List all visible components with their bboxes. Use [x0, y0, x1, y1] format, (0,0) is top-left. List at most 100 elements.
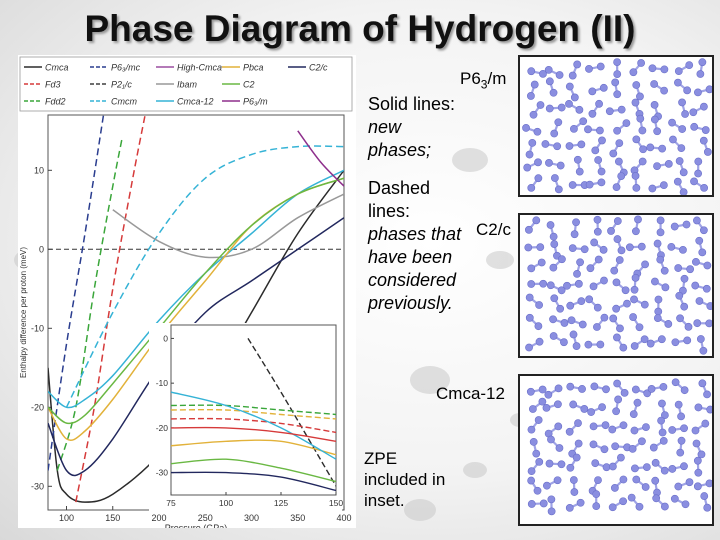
- molecule-atom: [527, 280, 536, 288]
- legend-label-fdd2: Fdd2: [45, 97, 66, 107]
- molecule-atom: [630, 342, 639, 350]
- molecule-atom: [674, 400, 683, 409]
- molecule-atom: [568, 71, 577, 80]
- molecule-atom: [633, 398, 642, 407]
- molecule-atom: [628, 444, 637, 453]
- h2-molecule: [591, 459, 611, 472]
- molecule-atom: [646, 143, 655, 152]
- molecule-atom: [578, 385, 586, 393]
- inset-series-line-cmca: [247, 338, 336, 487]
- series-line-cmcm: [65, 145, 344, 408]
- h2-molecule: [588, 83, 608, 96]
- legend-label-ibam: Ibam: [177, 80, 198, 90]
- inset-series-group: [171, 338, 336, 492]
- molecule-atom: [658, 399, 666, 408]
- molecule-atom: [659, 382, 668, 391]
- molecule-atom: [600, 445, 609, 454]
- molecule-atom: [636, 92, 644, 101]
- molecule-atom: [660, 86, 669, 95]
- molecule-atom: [617, 105, 626, 114]
- molecule-atom: [589, 440, 598, 449]
- molecule-atom: [694, 403, 703, 412]
- molecule-atom: [579, 117, 588, 126]
- h2-molecule: [653, 239, 665, 259]
- h2-molecule: [651, 458, 669, 475]
- h2-molecule: [527, 279, 548, 288]
- h2-molecule: [613, 58, 622, 78]
- h2-molecule: [691, 419, 710, 435]
- molecule-atom: [693, 482, 702, 491]
- molecule-atom: [641, 260, 649, 269]
- molecule-atom: [573, 155, 582, 164]
- h2-molecule: [527, 499, 548, 508]
- molecule-atom: [614, 157, 623, 166]
- molecule-atom: [613, 126, 622, 135]
- molecule-atom: [596, 62, 605, 71]
- molecule-atom: [675, 291, 684, 300]
- inset-series-line-c2-c: [171, 471, 336, 492]
- h2-molecule: [590, 382, 610, 394]
- molecule-atom: [692, 257, 700, 266]
- molecule-atom: [535, 301, 544, 309]
- h2-molecule: [650, 101, 662, 121]
- molecule-atom: [546, 281, 555, 290]
- molecule-atom: [544, 65, 553, 74]
- molecule-atom: [658, 428, 667, 437]
- molecule-atom: [706, 302, 715, 310]
- h2-molecule: [630, 157, 647, 175]
- h2-molecule: [525, 216, 541, 234]
- molecule-atom: [601, 421, 610, 430]
- x-tick-label: 300: [244, 513, 259, 523]
- molecule-atom: [570, 124, 578, 133]
- molecule-atom: [533, 127, 542, 136]
- molecule-atom: [619, 343, 628, 352]
- molecule-atom: [664, 320, 673, 328]
- molecule-atom: [671, 338, 680, 347]
- x-tick-label: 150: [105, 513, 120, 523]
- molecule-atom: [568, 181, 577, 189]
- h2-molecule: [670, 494, 690, 509]
- h2-molecule: [676, 314, 693, 331]
- molecule-atom: [537, 258, 546, 267]
- h2-molecule: [627, 493, 644, 511]
- h2-molecule: [651, 277, 670, 292]
- legend-label-c2-c: C2/c: [309, 63, 328, 73]
- molecule-atom: [525, 343, 533, 352]
- molecule-atom: [679, 246, 687, 254]
- molecule-atom: [679, 168, 688, 177]
- molecule-atom: [629, 410, 638, 419]
- molecule-atom: [706, 405, 715, 414]
- h2-molecule: [695, 236, 707, 257]
- molecule-atom: [568, 244, 577, 253]
- molecule-atom: [565, 142, 574, 150]
- h2-molecule: [648, 64, 669, 74]
- h2-molecule: [632, 135, 647, 154]
- molecule-atom: [605, 107, 614, 116]
- h2-molecule: [676, 436, 686, 457]
- molecule-atom: [549, 315, 557, 324]
- h2-molecule: [526, 385, 547, 396]
- molecule-atom: [651, 458, 660, 467]
- x-tick-label: 400: [336, 513, 351, 523]
- molecule-atom: [602, 385, 610, 394]
- h2-molecule: [629, 398, 642, 419]
- molecule-atom: [597, 167, 606, 176]
- molecule-atom: [586, 264, 595, 273]
- h2-molecule: [636, 114, 647, 135]
- molecule-atom: [703, 261, 712, 270]
- h2-molecule: [573, 155, 584, 176]
- h2-molecule: [527, 67, 547, 78]
- molecule-atom: [572, 218, 580, 227]
- h2-molecule: [594, 156, 606, 176]
- molecule-atom: [573, 60, 582, 69]
- molecule-atom: [650, 101, 659, 109]
- h2-molecule: [590, 238, 608, 254]
- h2-molecule: [541, 140, 562, 151]
- h2-molecule: [570, 117, 588, 133]
- molecule-atom: [600, 313, 609, 322]
- molecule-atom: [693, 319, 702, 328]
- molecule-atom: [545, 459, 554, 468]
- molecule-atom: [525, 313, 534, 322]
- molecule-atom: [527, 92, 535, 100]
- molecule-atom: [609, 149, 618, 158]
